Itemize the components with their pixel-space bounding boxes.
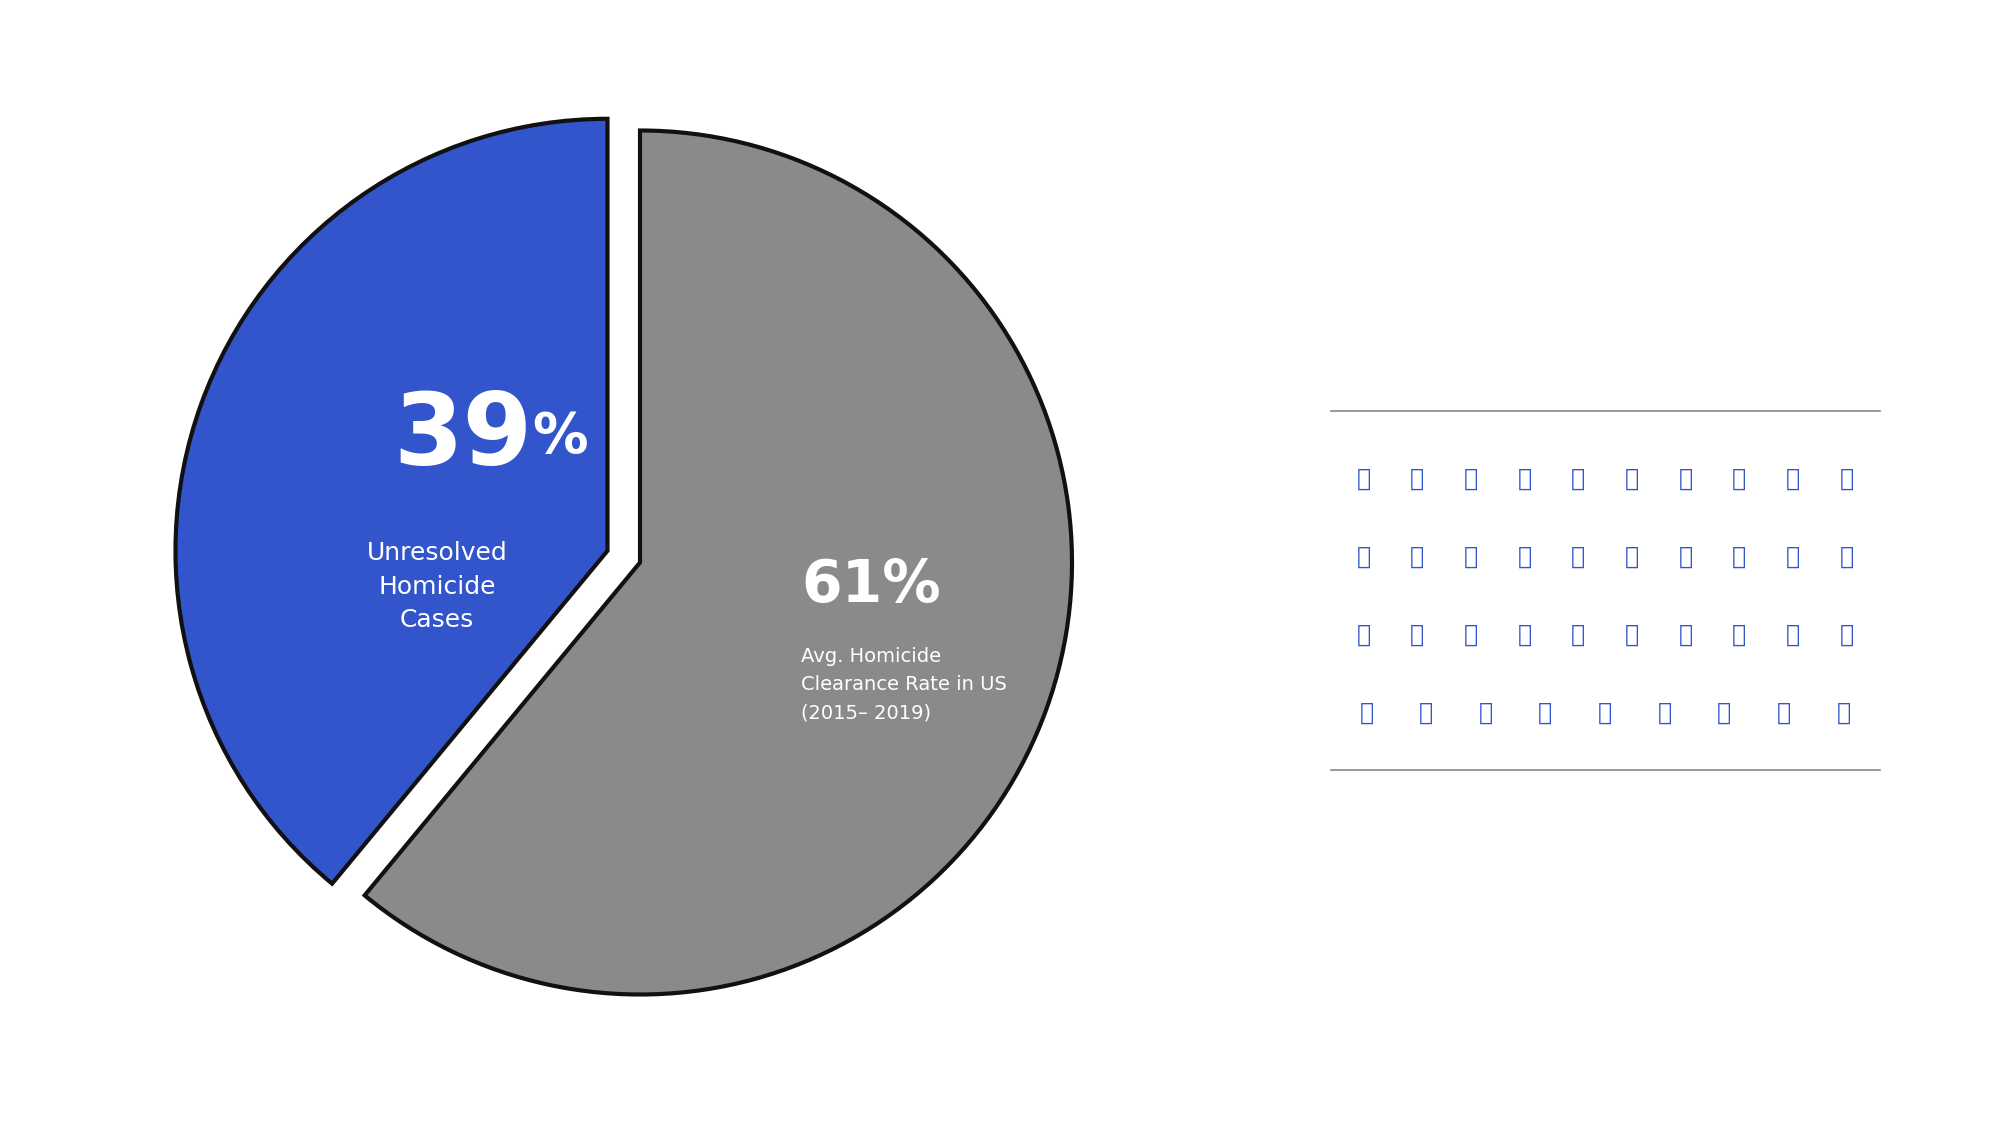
Text: Unresolved
Homicide
Cases: Unresolved Homicide Cases (366, 541, 508, 632)
Text: 🚶: 🚶 (1538, 701, 1552, 724)
Wedge shape (176, 119, 608, 883)
Text: out of 100: out of 100 (1534, 955, 1676, 983)
Text: 🚶: 🚶 (1518, 544, 1532, 568)
Text: 🚶: 🚶 (1624, 467, 1638, 490)
Text: Avg. Homicide
Clearance Rate in US
(2015– 2019): Avg. Homicide Clearance Rate in US (2015… (802, 647, 1008, 722)
Text: 🚶: 🚶 (1840, 467, 1854, 490)
Text: 🚶: 🚶 (1356, 544, 1370, 568)
Text: 🚶: 🚶 (1624, 622, 1638, 647)
Text: 🚶: 🚶 (1572, 544, 1586, 568)
Text: 🚶: 🚶 (1732, 622, 1746, 647)
Text: 🚶: 🚶 (1356, 622, 1370, 647)
Text: 🚶: 🚶 (1598, 701, 1612, 724)
Text: 🚶: 🚶 (1624, 544, 1638, 568)
Text: 🚶: 🚶 (1420, 701, 1434, 724)
Text: 🚶: 🚶 (1786, 622, 1800, 647)
Text: 🚶: 🚶 (1572, 467, 1586, 490)
Text: 🚶: 🚶 (1410, 467, 1424, 490)
Text: 🚶: 🚶 (1678, 544, 1692, 568)
Text: 🚶: 🚶 (1518, 467, 1532, 490)
Text: 🚶: 🚶 (1786, 467, 1800, 490)
Text: 🚶: 🚶 (1464, 544, 1478, 568)
Text: 🚶: 🚶 (1360, 701, 1374, 724)
Text: 🚶: 🚶 (1658, 701, 1672, 724)
Text: 🚶: 🚶 (1840, 544, 1854, 568)
Wedge shape (364, 130, 1072, 994)
Text: 🚶: 🚶 (1478, 701, 1492, 724)
Text: 🚶: 🚶 (1786, 544, 1800, 568)
Text: 🚶: 🚶 (1464, 622, 1478, 647)
Text: 39: 39 (1544, 824, 1664, 907)
Text: 🚶: 🚶 (1410, 544, 1424, 568)
Text: 🚶: 🚶 (1836, 701, 1850, 724)
Text: 🚶: 🚶 (1718, 701, 1732, 724)
Text: 🚶: 🚶 (1356, 467, 1370, 490)
Text: 39: 39 (394, 389, 532, 486)
Text: 🚶: 🚶 (1410, 622, 1424, 647)
Text: 🚶: 🚶 (1518, 622, 1532, 647)
Text: 🚶: 🚶 (1840, 622, 1854, 647)
Text: %: % (532, 411, 588, 465)
Text: 🚶: 🚶 (1464, 467, 1478, 490)
Text: 🚶: 🚶 (1572, 622, 1586, 647)
Text: Families of
Homicide
Victims w/o
Closure: Families of Homicide Victims w/o Closure (1506, 118, 1704, 262)
Text: 🚶: 🚶 (1776, 701, 1790, 724)
Text: 🚶: 🚶 (1732, 467, 1746, 490)
Text: 61%: 61% (802, 557, 942, 613)
Text: 🚶: 🚶 (1678, 467, 1692, 490)
Text: 🚶: 🚶 (1678, 622, 1692, 647)
Text: 🚶: 🚶 (1732, 544, 1746, 568)
